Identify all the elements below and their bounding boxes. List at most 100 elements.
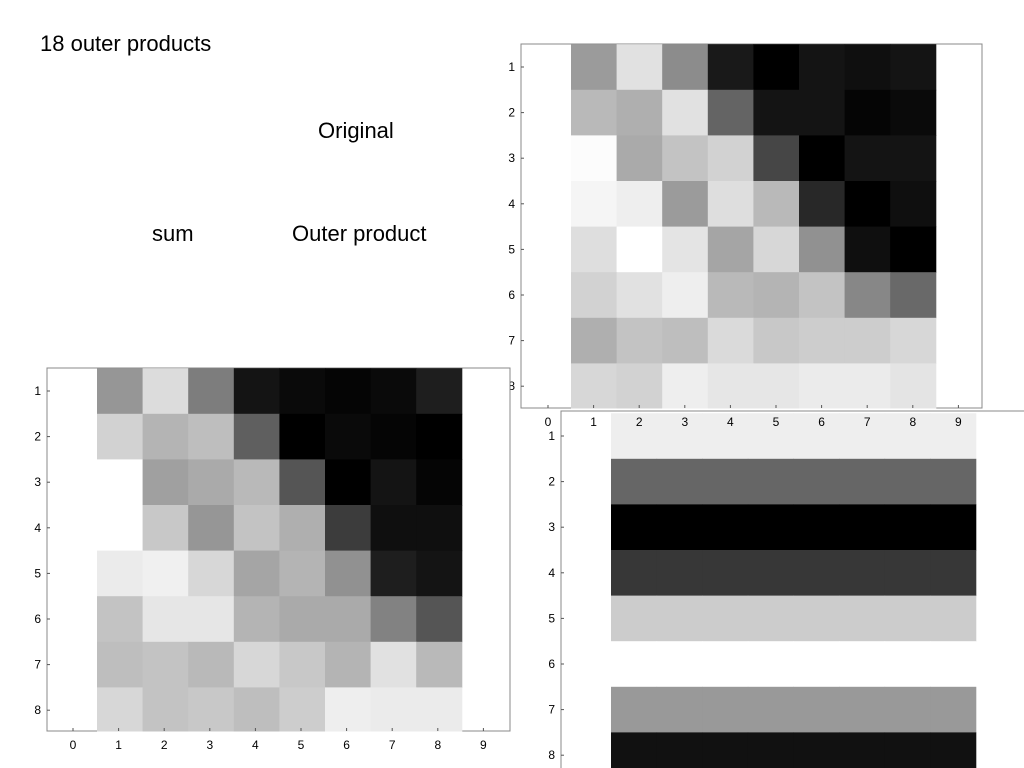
- heatmap-cell: [930, 458, 977, 505]
- heatmap-cell: [188, 368, 235, 415]
- heatmap-cell: [279, 505, 326, 552]
- x-tick-label: 6: [343, 738, 350, 752]
- heatmap-cell: [325, 505, 372, 552]
- heatmap-cell: [793, 413, 840, 460]
- heatmap-cell: [702, 504, 749, 551]
- heatmap-cell: [571, 317, 618, 364]
- heatmap-cell: [416, 505, 463, 552]
- heatmap-cell: [611, 686, 658, 733]
- heatmap-cell: [279, 459, 326, 506]
- y-tick-label: 5: [34, 566, 41, 580]
- heatmap-cell: [616, 44, 663, 91]
- heatmap-cell: [611, 413, 658, 460]
- y-tick-label: 7: [548, 703, 555, 717]
- y-tick-label: 7: [34, 658, 41, 672]
- heatmap-cell: [370, 641, 417, 688]
- heatmap-cell: [890, 363, 937, 409]
- x-tick-label: 4: [252, 738, 259, 752]
- heatmap-cell: [702, 686, 749, 733]
- heatmap-cell: [839, 641, 886, 688]
- y-tick-label: 5: [508, 242, 515, 256]
- heatmap-cell: [884, 458, 931, 505]
- heatmap-cell: [616, 181, 663, 228]
- heatmap-cell: [702, 641, 749, 688]
- label-original: Original: [318, 118, 394, 143]
- y-tick-label: 5: [548, 611, 555, 625]
- heatmap-cell: [416, 368, 463, 415]
- heatmap-cell: [97, 641, 144, 688]
- y-tick-label: 8: [548, 748, 555, 762]
- heatmap-cell: [325, 596, 372, 643]
- heatmap-cell: [884, 595, 931, 642]
- heatmap-cell: [97, 413, 144, 460]
- heatmap-cell: [611, 458, 658, 505]
- y-tick-label: 3: [548, 520, 555, 534]
- label-outer-product: Outer product: [292, 221, 427, 246]
- y-tick-label: 2: [508, 106, 515, 120]
- y-tick-label: 2: [548, 475, 555, 489]
- heatmap-cell: [707, 363, 754, 409]
- heatmap-cell: [325, 413, 372, 460]
- y-tick-label: 6: [548, 657, 555, 671]
- heatmap-cell: [844, 181, 891, 228]
- heatmap-cell: [930, 595, 977, 642]
- heatmap-cell: [279, 413, 326, 460]
- x-tick-label: 5: [298, 738, 305, 752]
- heatmap-cell: [890, 135, 937, 182]
- x-tick-label: 6: [818, 415, 825, 429]
- y-tick-label: 1: [508, 60, 515, 74]
- heatmap-cell: [142, 368, 189, 415]
- heatmap-cell: [656, 413, 703, 460]
- heatmap-cell: [707, 226, 754, 273]
- heatmap-cell: [707, 44, 754, 91]
- y-tick-label: 6: [508, 288, 515, 302]
- heatmap-cell: [188, 505, 235, 552]
- heatmap-cell: [416, 413, 463, 460]
- heatmap-cell: [707, 272, 754, 319]
- y-tick-label: 1: [548, 429, 555, 443]
- heatmap-cell: [233, 550, 280, 597]
- heatmap-cell: [616, 317, 663, 364]
- heatmap-cell: [747, 550, 794, 597]
- heatmap-cell: [753, 135, 800, 182]
- heatmap-cell: [370, 413, 417, 460]
- heatmap-cell: [279, 550, 326, 597]
- y-tick-label: 6: [34, 612, 41, 626]
- heatmap-cell: [702, 458, 749, 505]
- heatmap-cell: [793, 504, 840, 551]
- heatmap-cell: [930, 550, 977, 597]
- heatmap-cell: [188, 459, 235, 506]
- heatmap-cell: [890, 317, 937, 364]
- heatmap-cell: [890, 89, 937, 136]
- heatmap-cell: [188, 596, 235, 643]
- x-tick-label: 9: [480, 738, 487, 752]
- heatmap-cell: [616, 272, 663, 319]
- y-tick-label: 8: [508, 379, 515, 393]
- heatmap-cell: [233, 687, 280, 732]
- heatmap-cell: [233, 641, 280, 688]
- heatmap-cell: [753, 226, 800, 273]
- heatmap-cell: [279, 641, 326, 688]
- heatmap-cell: [747, 595, 794, 642]
- y-tick-label: 8: [34, 703, 41, 717]
- heatmap-cell: [97, 687, 144, 732]
- heatmap-cell: [370, 596, 417, 643]
- y-tick-label: 7: [508, 334, 515, 348]
- heatmap-cell: [844, 363, 891, 409]
- heatmap-cell: [611, 504, 658, 551]
- x-tick-label: 2: [161, 738, 168, 752]
- heatmap-cell: [662, 272, 709, 319]
- x-tick-label: 3: [681, 415, 688, 429]
- heatmap-cell: [325, 687, 372, 732]
- heatmap-cell: [662, 226, 709, 273]
- heatmap-cell: [571, 89, 618, 136]
- heatmap-cell: [571, 44, 618, 91]
- heatmap-cell: [799, 272, 846, 319]
- heatmap-cell: [839, 504, 886, 551]
- heatmap-cell: [142, 641, 189, 688]
- heatmap-cell: [656, 686, 703, 733]
- heatmap-cell: [656, 595, 703, 642]
- x-tick-label: 7: [864, 415, 871, 429]
- heatmap-cell: [142, 459, 189, 506]
- heatmap-cell: [702, 595, 749, 642]
